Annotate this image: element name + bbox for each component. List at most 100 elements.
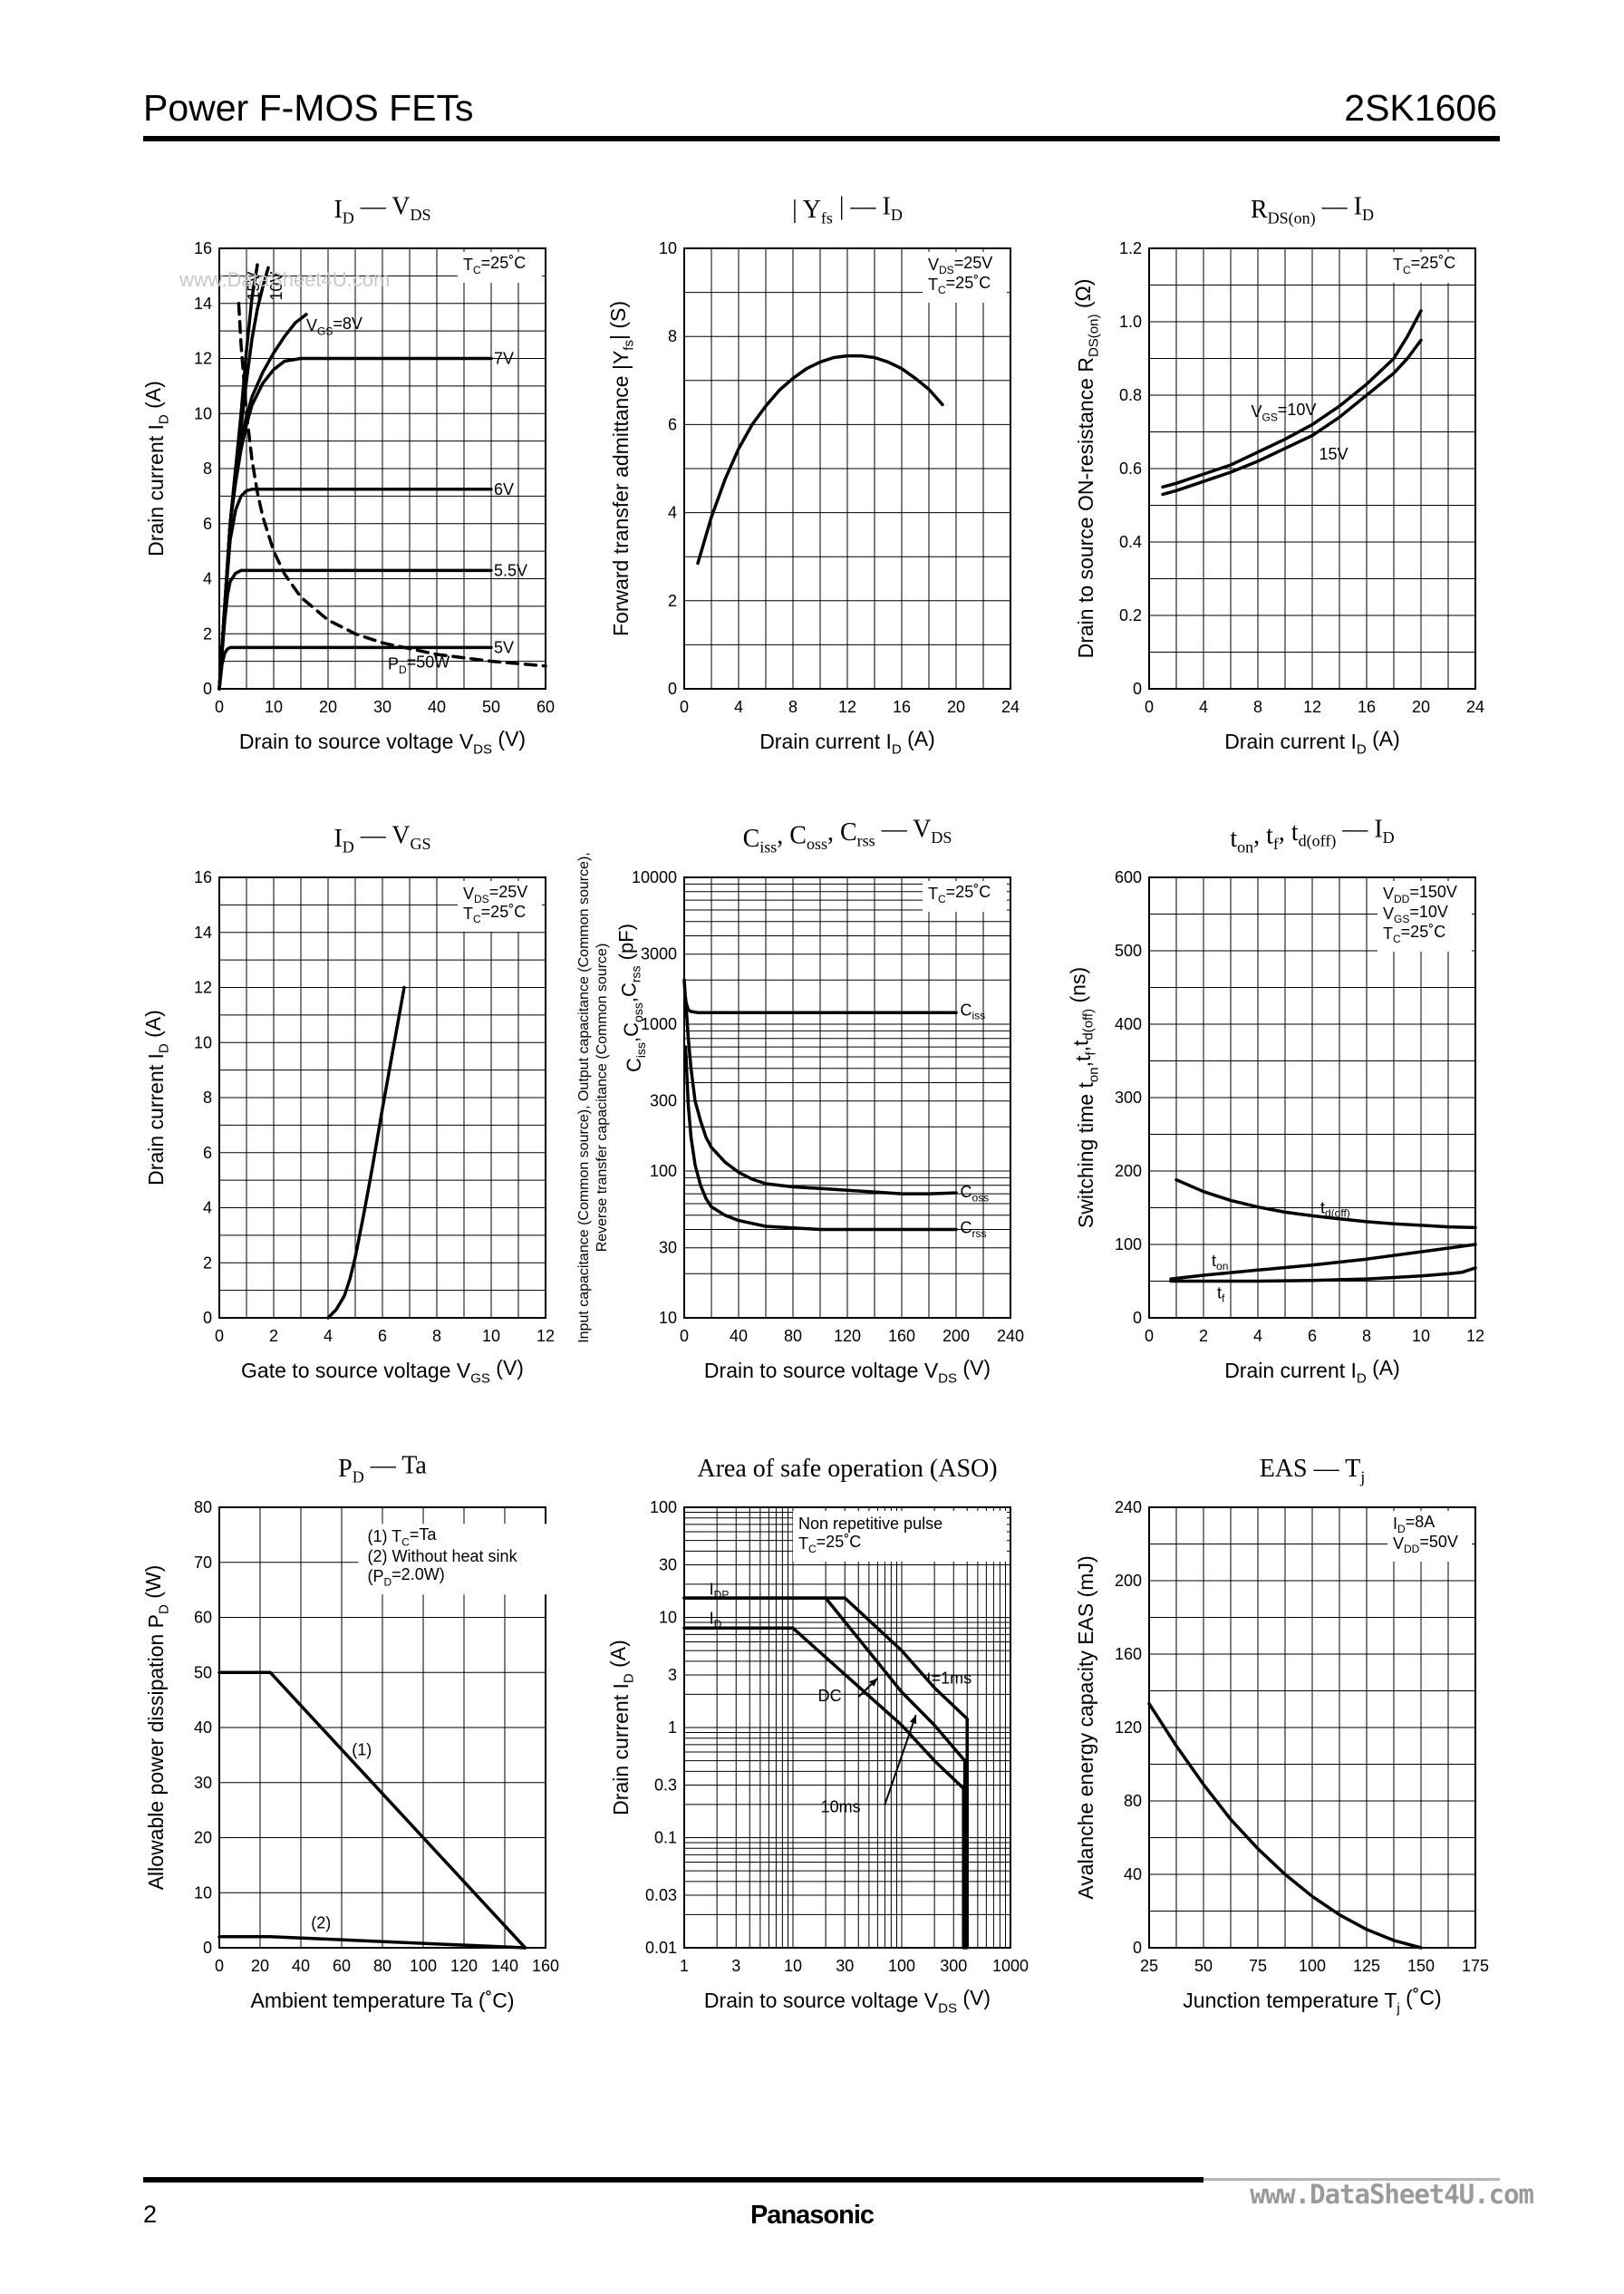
x-tick-label: 16: [1358, 698, 1376, 716]
y-tick-label: 0.3: [654, 1776, 677, 1795]
series-line: [696, 353, 944, 566]
x-tick-label: 160: [888, 1327, 915, 1345]
x-tick-label: 240: [997, 1327, 1024, 1345]
series-label: VGS​=8V: [306, 315, 362, 337]
condition-text: Non repetitive pulse: [798, 1515, 942, 1533]
y-tick-label: 10000: [632, 868, 677, 886]
y-tick-label: 1.0: [1119, 313, 1142, 331]
x-tick-label: 0: [1145, 1327, 1154, 1345]
y-tick-label: 300: [1115, 1089, 1142, 1107]
y-tick-label: 2: [203, 1253, 212, 1272]
x-tick-label: 16: [893, 698, 911, 716]
x-tick-label: 40: [428, 698, 446, 716]
x-tick-label: 12: [1466, 1327, 1484, 1345]
y-tick-label: 6: [203, 1144, 212, 1162]
chart-title: ton​, tf​, td(off)​ — ID​: [1230, 816, 1394, 857]
x-tick-label: 20: [947, 698, 965, 716]
x-tick-label: 150: [1407, 1957, 1435, 1975]
y-tick-label: 0.8: [1119, 386, 1142, 404]
x-tick-label: 200: [942, 1327, 970, 1345]
condition-text: ID​=8A: [1393, 1513, 1435, 1535]
y-tick-label: 40: [1124, 1865, 1142, 1883]
y-tick-label: 14: [194, 924, 212, 942]
y-tick-label: 160: [1115, 1645, 1142, 1663]
y-axis-label: Input capacitance (Common source), Outpu…: [576, 852, 610, 1343]
y-tick-label: 50: [194, 1663, 212, 1681]
y-tick-label: 60: [194, 1609, 212, 1627]
x-tick-label: 6: [378, 1327, 387, 1345]
x-tick-label: 1000: [992, 1957, 1029, 1975]
x-tick-label: 0: [215, 1327, 224, 1345]
y-tick-label: 0: [203, 1939, 212, 1957]
header-part-number: 2SK1606: [1344, 87, 1497, 129]
series-label: 5.5V: [494, 561, 527, 579]
series-label: 6V: [494, 480, 514, 498]
y-tick-label: 10: [194, 1883, 212, 1902]
y-tick-label: 8: [668, 327, 677, 345]
y-tick-label: 120: [1115, 1718, 1142, 1737]
y-tick-label: 0.01: [645, 1939, 677, 1957]
grid: [683, 876, 1011, 1319]
x-tick-label: 20: [1412, 698, 1430, 716]
x-tick-label: 3: [731, 1957, 740, 1975]
x-axis-label: Gate to source voltage VGS​ (V): [241, 1356, 524, 1386]
plot-frame: [683, 876, 1011, 1319]
series-label: 15V: [1320, 445, 1348, 463]
series-line: [237, 302, 547, 668]
chart-c7: 0 20 40 60 80 100 120 140 160 0 10 20 30 40 50 60 70 80 PD…: [141, 1452, 619, 2012]
x-tick-label: 100: [1299, 1957, 1326, 1975]
y-axis-label: Drain to source ON-resistance RDS(on)​ (…: [1071, 279, 1101, 659]
y-axis-symbol: Ciss​,Coss​,Crss​ (pF): [615, 924, 648, 1072]
series-line: [218, 1670, 527, 1950]
arrow-head: [909, 1715, 917, 1725]
y-tick-label: 1000: [641, 1015, 677, 1033]
series-label: IDP​: [710, 1580, 730, 1601]
x-tick-label: 40: [292, 1957, 310, 1975]
plot-frame: [218, 876, 546, 1319]
grid: [683, 247, 1011, 690]
y-tick-label: 10: [659, 239, 677, 257]
y-tick-label: 0: [203, 680, 212, 698]
series-label: (1): [352, 1740, 372, 1758]
y-tick-label: 10: [659, 1309, 677, 1327]
chart-c8: 1 3 10 30 100 300 1000 0.01 0.03 0.1 0.3 1 3 10 30 100 A…: [606, 1455, 1029, 2016]
y-tick-label: 70: [194, 1554, 212, 1572]
x-tick-label: 12: [1303, 698, 1321, 716]
condition-text: VDD​=50V: [1393, 1533, 1458, 1555]
y-tick-label: 1: [668, 1718, 677, 1737]
series-label: tf​: [1217, 1283, 1225, 1304]
y-tick-label: 100: [650, 1162, 677, 1180]
y-tick-label: 0.4: [1119, 533, 1142, 551]
series-label: ID​: [710, 1610, 722, 1631]
chart-title: ID​ — VDS​: [334, 193, 430, 227]
condition-text: (PD​=2.0W): [368, 1565, 445, 1588]
y-tick-label: 10: [194, 1033, 212, 1051]
x-tick-label: 12: [536, 1327, 555, 1345]
x-tick-label: 0: [215, 698, 224, 716]
series-label: Coss​: [961, 1183, 990, 1204]
chart-c6: 0 2 4 6 8 10 12 0 100 200 300 400 500 600 ton​, tf​, t…: [1067, 816, 1484, 1387]
series-label: 5V: [494, 638, 514, 656]
x-tick-label: 60: [333, 1957, 351, 1975]
y-tick-label: 0: [203, 1309, 212, 1327]
condition-text: TC​=25˚C: [463, 254, 526, 276]
y-tick-label: 0.1: [654, 1829, 677, 1847]
y-tick-label: 30: [194, 1774, 212, 1792]
chart-title: ID​ — VGS​: [334, 822, 430, 857]
chart-c1: 0 10 20 30 40 50 60 0 2 4 6 8 10 12 14 16 ID​ — VDS​ Drai…: [141, 193, 555, 758]
y-tick-label: 600: [1115, 868, 1142, 886]
series-line: [218, 568, 493, 691]
x-tick-label: 50: [482, 698, 500, 716]
header-title: Power F-MOS FETs: [143, 87, 474, 129]
x-axis-label: Drain to source voltage VDS​ (V): [704, 1356, 991, 1386]
x-tick-label: 2: [269, 1327, 278, 1345]
y-tick-label: 20: [194, 1829, 212, 1847]
y-axis-label: Drain current ID​ (A): [606, 1640, 636, 1815]
page-number: 2: [143, 2201, 158, 2228]
y-tick-label: 40: [194, 1718, 212, 1737]
x-tick-label: 40: [730, 1327, 748, 1345]
y-tick-label: 16: [194, 868, 212, 886]
grid: [218, 247, 546, 690]
series-line: [1147, 1701, 1423, 1950]
x-tick-label: 10: [482, 1327, 500, 1345]
